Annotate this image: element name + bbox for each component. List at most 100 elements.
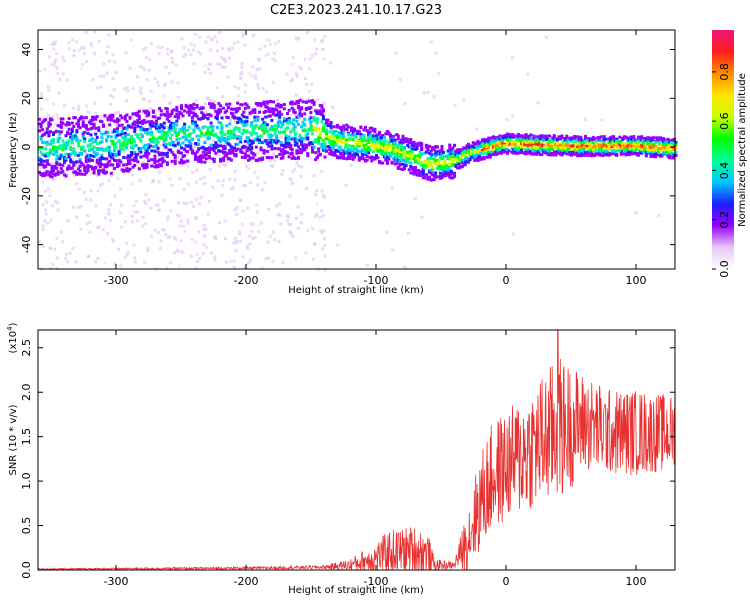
spectrogram-ridge-cell (334, 143, 338, 147)
spectrogram-noise-cell (195, 242, 198, 246)
spectrogram-noise-cell (52, 178, 56, 182)
spectrogram-ridge-cell (144, 147, 148, 151)
spectrogram-noise-cell (303, 139, 307, 143)
spectrogram-ridge-cell (626, 142, 630, 145)
spectrogram-ridge-cell (467, 143, 470, 146)
spectrogram-ridge-cell (297, 115, 300, 119)
spectrogram-ridge-cell (275, 128, 279, 131)
spectrogram-noise-cell (250, 174, 254, 178)
spectrogram-ridge-cell (584, 144, 587, 148)
spectrogram-ridge-cell (253, 111, 257, 114)
spectrogram-ridge-cell (348, 144, 352, 148)
spectrogram-ridge-cell (428, 170, 431, 174)
spectrogram-noise-cell (320, 247, 324, 251)
spectrogram-noise-cell (56, 201, 60, 205)
spectrogram-noise-cell (249, 222, 253, 226)
spectrogram-noise-cell (126, 89, 130, 93)
spectrogram-ridge-cell (67, 153, 71, 157)
spectrogram-ridge-cell (58, 163, 62, 167)
spectrogram-noise-cell (74, 148, 78, 152)
spectrogram-noise-cell (257, 230, 261, 234)
spectrogram-noise-cell (71, 247, 75, 250)
spectrogram-ridge-cell (312, 145, 316, 149)
spectrogram-noise-cell (109, 203, 113, 207)
spectrogram-ridge-cell (195, 103, 199, 107)
spectrogram-ridge-cell (396, 149, 400, 153)
spectrogram-ridge-cell (131, 144, 135, 148)
spectrogram-ridge-cell (311, 99, 314, 103)
spectrogram-noise-cell (78, 48, 81, 52)
spectrogram-noise-cell (96, 185, 100, 188)
spectrogram-ridge-cell (457, 162, 461, 166)
spectrogram-ridge-cell (100, 163, 104, 167)
spectrogram-noise-cell (55, 236, 59, 240)
spectrogram-noise-cell (253, 53, 257, 57)
spectrogram-ridge-cell (440, 153, 444, 157)
spectrogram-ridge-cell (111, 130, 115, 134)
spectrogram-ridge-cell (178, 151, 182, 155)
spectrogram-ridge-cell (304, 101, 308, 104)
spectrogram-noise-cell (148, 100, 151, 103)
spectrogram-noise-cell (162, 228, 166, 232)
spectrogram-noise-cell (270, 164, 273, 168)
spectrogram-noise-cell (121, 263, 125, 267)
spectrogram-ridge-cell (184, 128, 188, 132)
spectrogram-ridge-cell (406, 159, 410, 163)
spectrogram-ridge-cell (58, 136, 62, 140)
spectrogram-noise-cell (176, 81, 180, 85)
spectrogram-ridge-cell (449, 176, 453, 180)
spectrogram-ridge-cell (432, 178, 436, 182)
spectrogram-noise-cell (247, 260, 251, 264)
spectrogram-ridge-cell (245, 122, 249, 126)
spectrogram-ridge-cell (314, 158, 318, 162)
spectrogram-noise-cell (626, 38, 630, 42)
spectrogram-noise-cell (285, 72, 289, 76)
spectrogram-noise-cell (263, 44, 267, 48)
spectrogram-ridge-cell (272, 110, 275, 114)
spectrogram-ridge-cell (286, 118, 289, 121)
spectrogram-noise-cell (256, 210, 259, 214)
spectrogram-ridge-cell (186, 110, 190, 114)
spectrogram-noise-cell (72, 173, 76, 177)
spectrogram-ridge-cell (637, 135, 640, 139)
spectrogram-noise-cell (55, 113, 59, 117)
spectrogram-ridge-cell (75, 172, 79, 176)
spectrogram-noise-cell (193, 32, 197, 36)
spectrogram-ridge-cell (543, 135, 547, 139)
spectrogram-ridge-cell (103, 148, 107, 152)
spectrogram-ridge-cell (98, 163, 102, 167)
spectrogram-noise-cell (123, 255, 127, 259)
spectrogram-ridge-cell (64, 156, 68, 160)
spectrogram-ridge-cell (512, 134, 516, 138)
spectrogram-noise-cell (249, 258, 253, 262)
spectrogram-noise-cell (503, 266, 507, 270)
spectrogram-ridge-cell (286, 138, 289, 142)
spectrogram-ridge-cell (384, 139, 388, 143)
spectrogram-noise-cell (105, 50, 109, 54)
spectrogram-ridge-cell (524, 133, 528, 137)
spectrogram-ridge-cell (126, 161, 130, 165)
spectrogram-noise-cell (189, 255, 193, 258)
spectrogram-noise-cell (69, 67, 73, 71)
spectrogram-ridge-cell (300, 150, 304, 154)
spectrogram-noise-cell (122, 87, 126, 91)
spectrogram-ridge-cell (360, 153, 364, 157)
spectrogram-ridge-cell (616, 141, 620, 145)
spectrogram-noise-cell (453, 104, 457, 108)
spectrogram-ridge-cell (281, 156, 285, 160)
spectrogram-noise-cell (113, 60, 117, 64)
spectrogram-ridge-cell (83, 137, 87, 141)
spectrogram-ridge-cell (95, 148, 99, 151)
spectrogram-ridge-cell (660, 136, 664, 140)
spectrogram-ridge-cell (198, 134, 202, 138)
spectrogram-ridge-cell (111, 142, 115, 146)
spectrogram-ridge-cell (239, 148, 243, 152)
spectrogram-ridge-cell (563, 138, 567, 142)
spectrogram-ridge-cell (212, 104, 216, 107)
spectrogram-ridge-cell (545, 141, 548, 144)
spectrogram-noise-cell (152, 146, 156, 150)
spectrogram-ridge-cell (638, 136, 642, 140)
spectrogram-noise-cell (220, 46, 224, 50)
spectrogram-ridge-cell (290, 106, 294, 110)
spectrogram-ridge-cell (336, 123, 339, 127)
